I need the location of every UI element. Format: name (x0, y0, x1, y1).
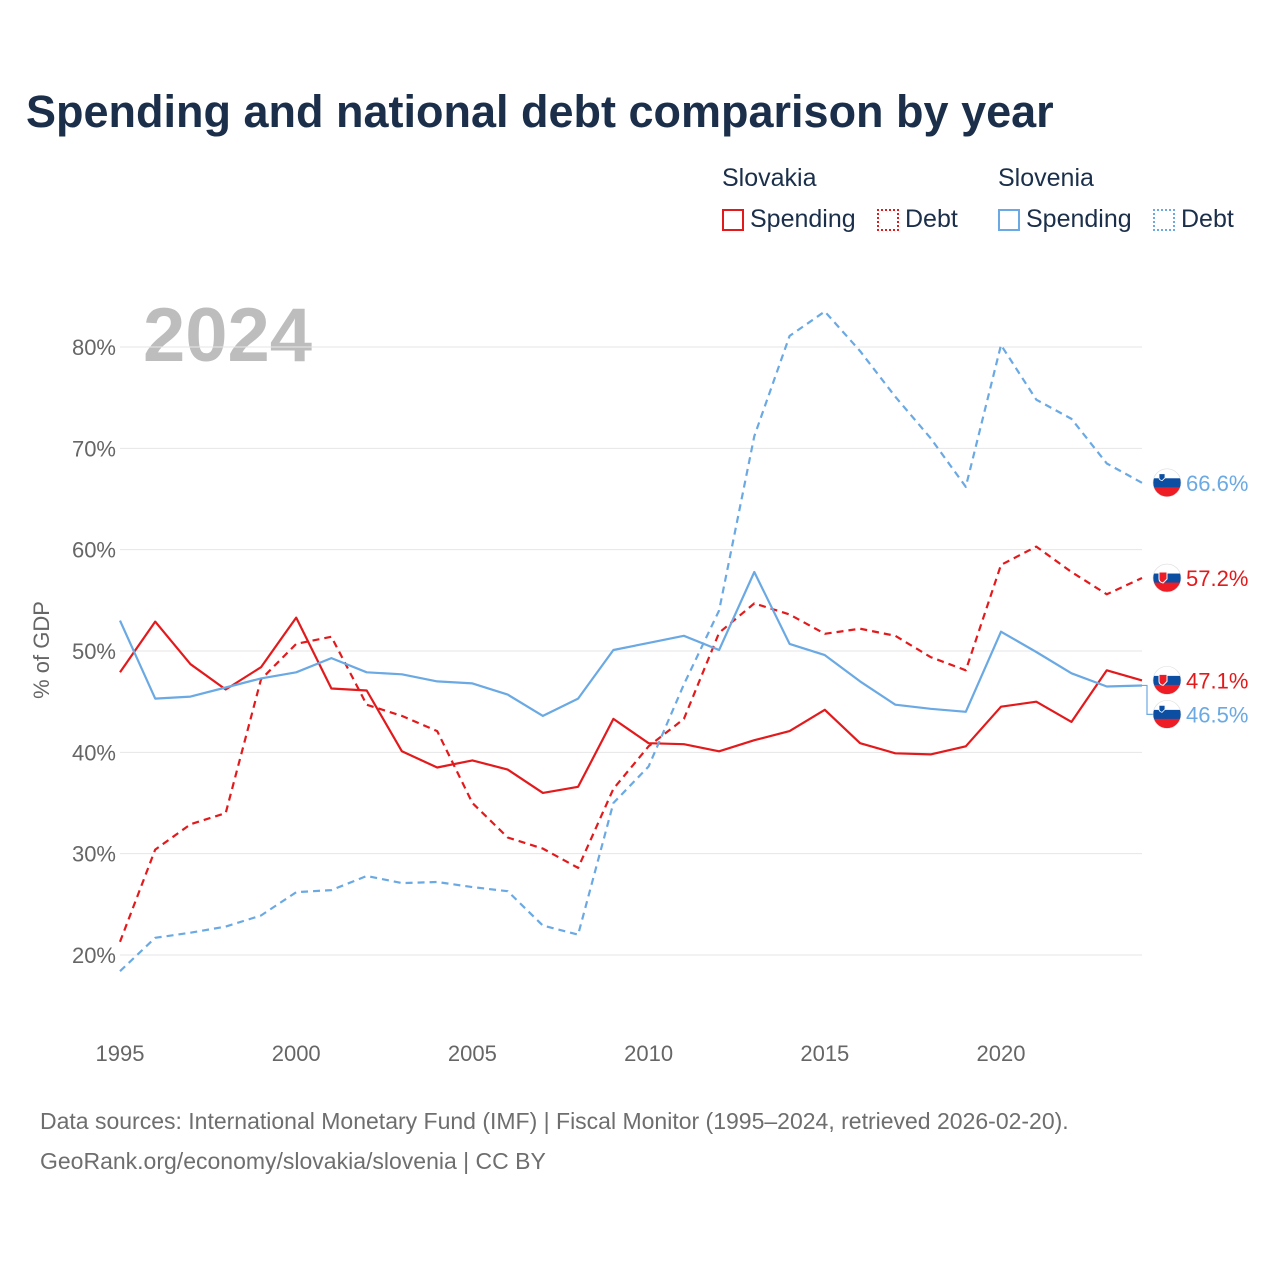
flag-emblem (1158, 473, 1166, 482)
y-tick-label: 30% (72, 842, 116, 867)
flag-stripe (1153, 564, 1181, 575)
flag-stripe (1153, 468, 1181, 479)
legend-label: Spending (1026, 205, 1132, 233)
solid-line-swatch-icon (998, 208, 1020, 231)
flag-border (1152, 563, 1182, 593)
y-tick-label: 40% (72, 740, 116, 765)
flag-stripe (1153, 582, 1181, 593)
footer-credit: GeoRank.org/economy/slovakia/slovenia | … (40, 1148, 546, 1174)
y-tick-label: 70% (72, 436, 116, 461)
y-tick-label: 20% (72, 943, 116, 968)
x-tick-label: 2000 (272, 1041, 321, 1066)
solid-line-swatch-icon (722, 208, 744, 231)
slovenia-flag-icon (1152, 700, 1182, 729)
flag-stripe (1153, 487, 1181, 497)
flag-stripes (1153, 666, 1181, 695)
end-value-label: 66.6% (1186, 471, 1248, 496)
flag-border (1152, 700, 1182, 729)
flag-stripe (1153, 709, 1181, 720)
end-value-label: 57.2% (1186, 566, 1248, 591)
slovakia-flag-icon (1152, 666, 1182, 695)
legend-item-slovakia-debt[interactable]: Debt (877, 205, 958, 234)
series-line-slovenia-debt (119, 310, 1143, 972)
legend-item-slovenia-spending[interactable]: Spending (998, 205, 1132, 234)
x-tick-label: 2020 (977, 1041, 1026, 1066)
legend-label: Debt (905, 205, 958, 233)
flag-stripe (1153, 718, 1181, 729)
end-value-label: 47.1% (1186, 668, 1248, 693)
end-value-label: 46.5% (1186, 702, 1248, 727)
flag-stripe (1153, 478, 1181, 488)
x-tick-label: 2015 (800, 1041, 849, 1066)
flag-stripes (1153, 468, 1181, 497)
end-label-leader (1142, 684, 1155, 715)
flag-stripe (1153, 684, 1181, 695)
legend-item-slovakia-spending[interactable]: Spending (722, 205, 856, 234)
series-line-slovakia-spending (119, 616, 1143, 795)
flag-border (1152, 468, 1182, 498)
y-tick-label: 80% (72, 335, 116, 360)
legend-country-slovakia: Slovakia (722, 164, 817, 192)
flag-stripes (1153, 700, 1181, 729)
slovenia-flag-icon (1152, 468, 1182, 498)
x-tick-label: 2010 (624, 1041, 673, 1066)
flag-border (1152, 666, 1182, 695)
legend-country-slovenia: Slovenia (998, 164, 1094, 192)
flag-emblem (1158, 673, 1168, 686)
legend-label: Spending (750, 205, 856, 233)
x-tick-label: 1995 (96, 1041, 145, 1066)
y-tick-label: 60% (72, 538, 116, 563)
chart-title: Spending and national debt comparison by… (26, 86, 1054, 137)
legend-label: Debt (1181, 205, 1234, 233)
flag-stripe (1153, 700, 1181, 711)
flag-emblem (1158, 571, 1168, 584)
dotted-line-swatch-icon (1153, 208, 1175, 231)
slovakia-flag-icon (1152, 563, 1182, 593)
flag-stripe (1153, 666, 1181, 677)
dotted-line-swatch-icon (877, 208, 899, 231)
series-line-slovenia-spending (118, 570, 1143, 718)
flag-stripes (1153, 564, 1181, 593)
flag-emblem (1158, 704, 1166, 713)
footer-sources: Data sources: International Monetary Fun… (40, 1108, 1069, 1134)
y-tick-label: 50% (72, 639, 116, 664)
year-display: 2024 (143, 293, 313, 378)
x-tick-label: 2005 (448, 1041, 497, 1066)
legend-item-slovenia-debt[interactable]: Debt (1153, 205, 1234, 234)
series-line-slovakia-debt (118, 545, 1143, 943)
